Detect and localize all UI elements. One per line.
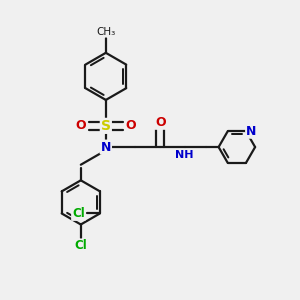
Text: O: O xyxy=(76,119,86,132)
Text: S: S xyxy=(101,119,111,133)
Text: Cl: Cl xyxy=(72,207,85,220)
Text: O: O xyxy=(155,116,166,129)
Text: Cl: Cl xyxy=(74,239,87,253)
Text: N: N xyxy=(246,125,256,138)
Text: NH: NH xyxy=(176,150,194,160)
Text: CH₃: CH₃ xyxy=(96,27,116,37)
Text: N: N xyxy=(100,141,111,154)
Text: O: O xyxy=(125,119,136,132)
